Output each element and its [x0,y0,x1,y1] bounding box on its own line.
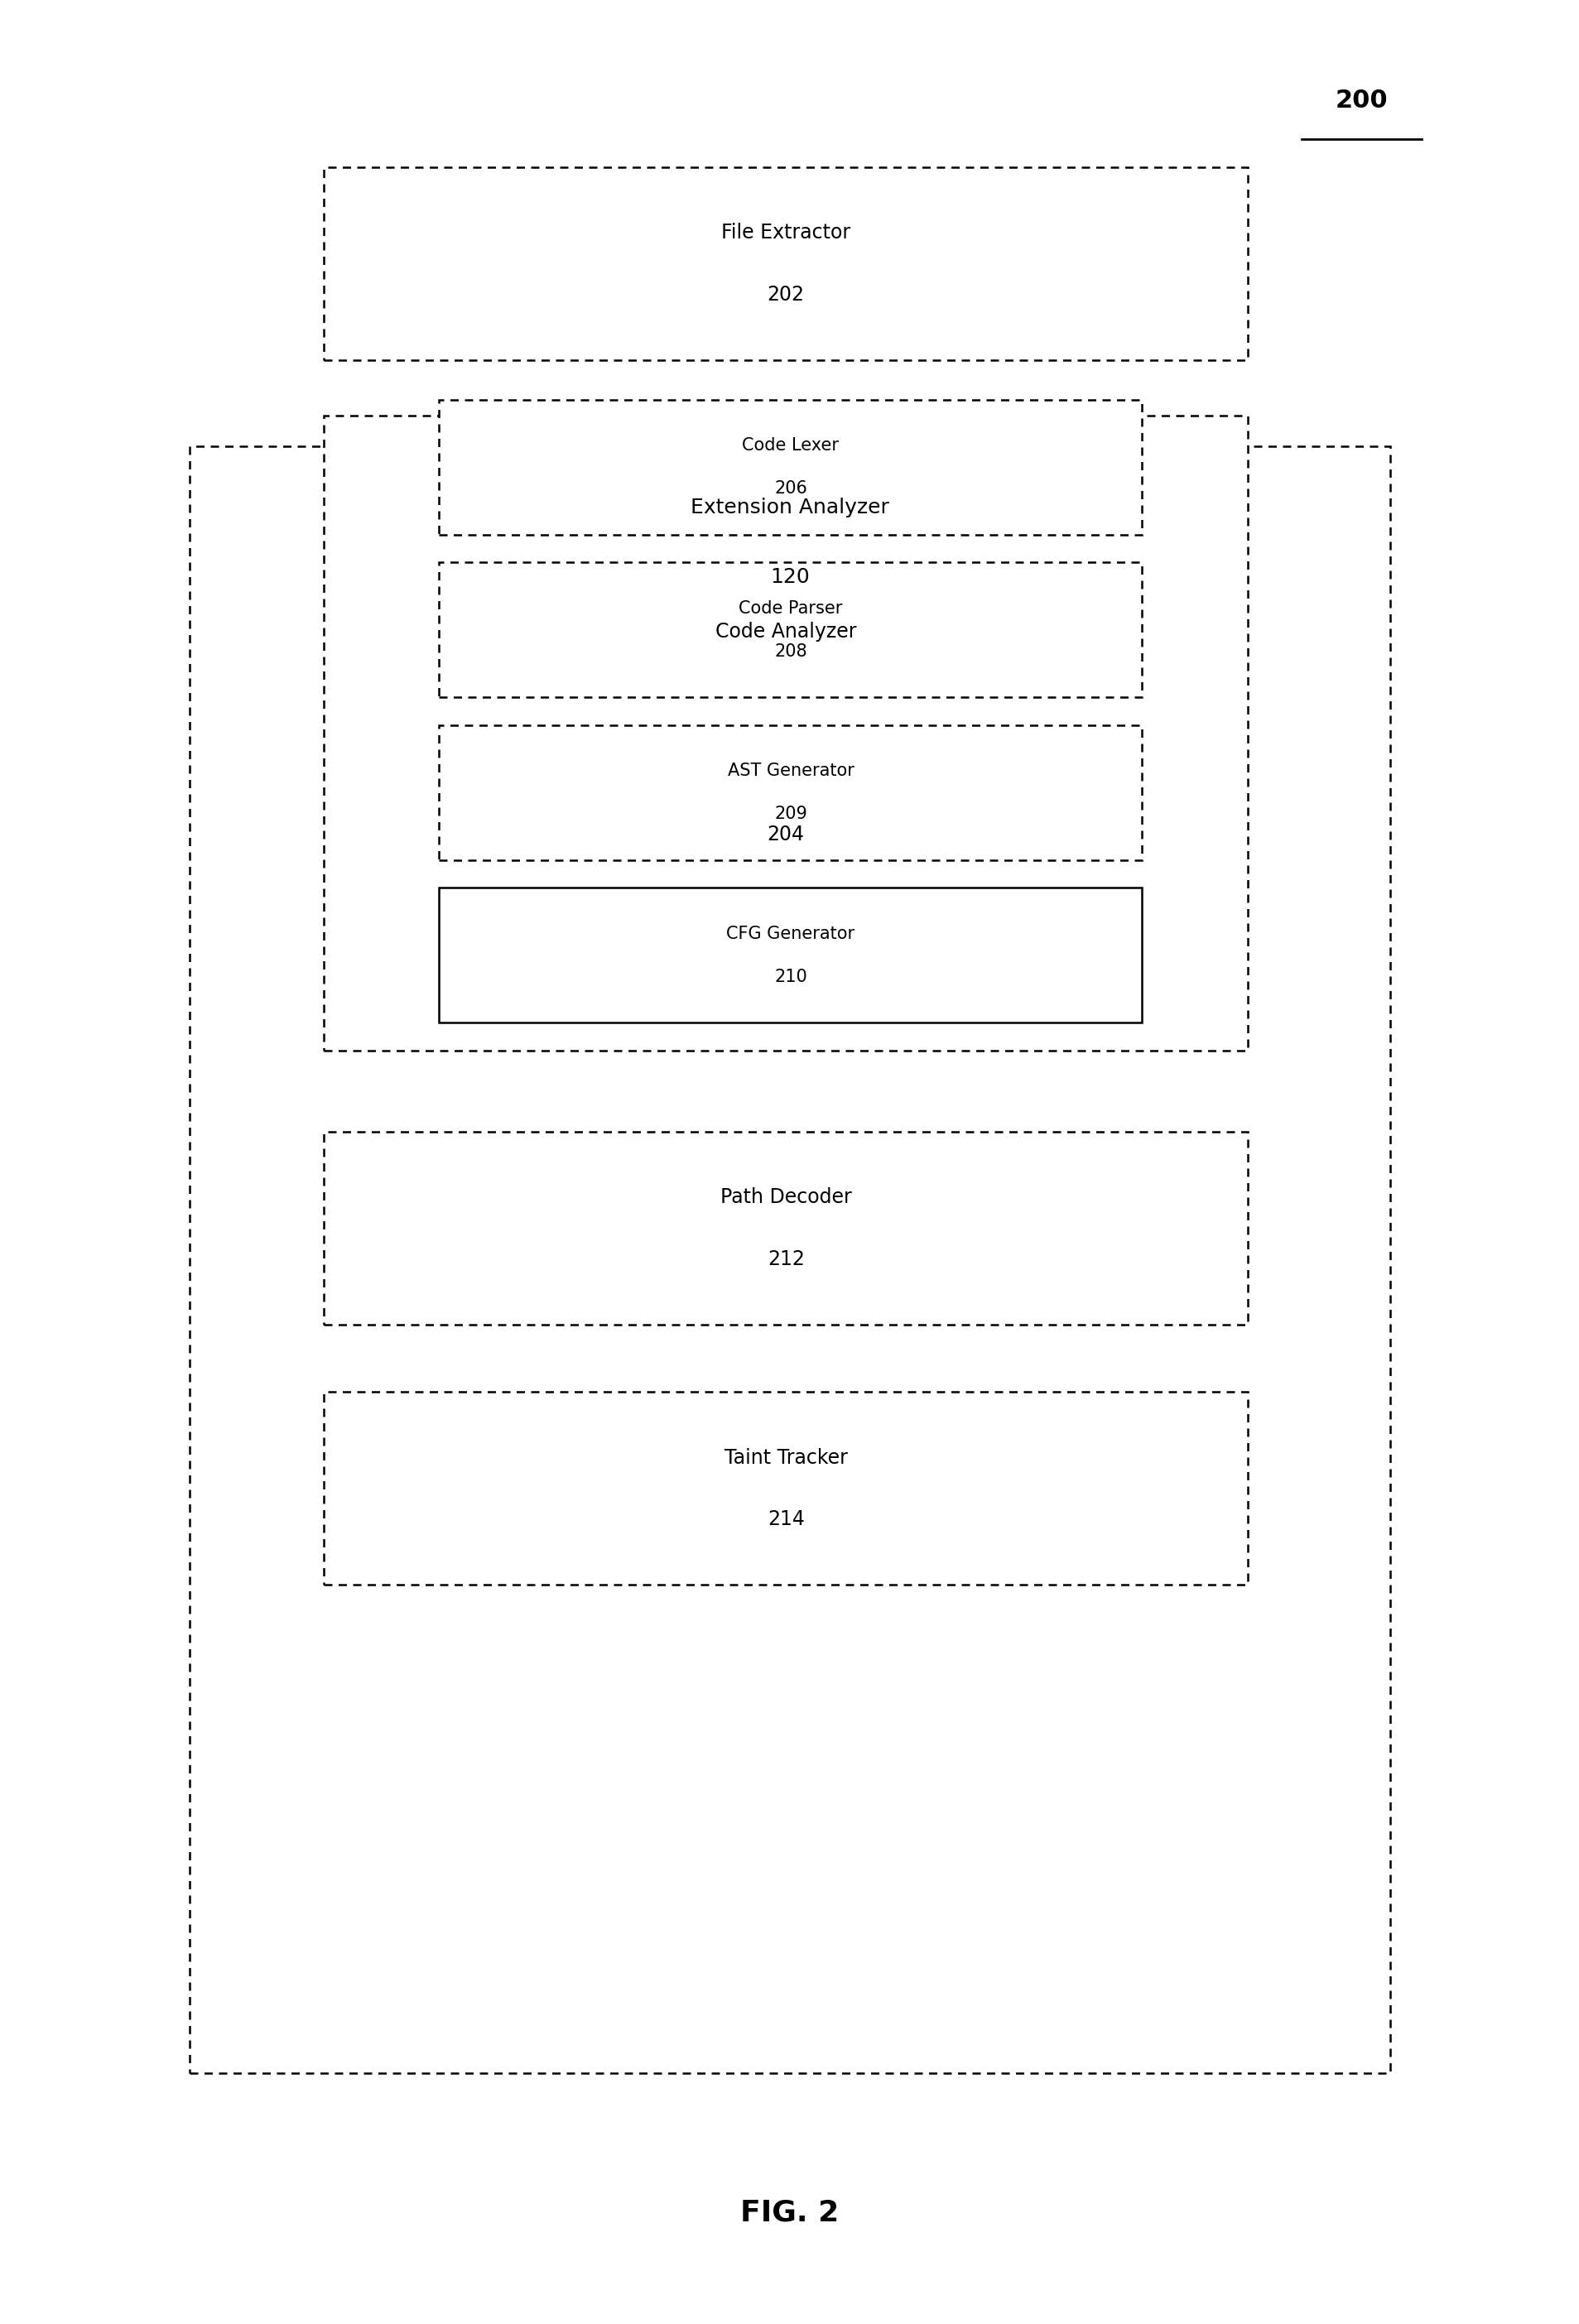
Text: Code Lexer: Code Lexer [742,437,838,453]
FancyBboxPatch shape [439,562,1142,697]
FancyBboxPatch shape [324,1132,1247,1325]
Text: 210: 210 [774,969,807,985]
FancyBboxPatch shape [324,1392,1247,1585]
FancyBboxPatch shape [324,167,1247,360]
Text: 206: 206 [774,481,807,497]
Text: 200: 200 [1334,88,1388,112]
Text: 204: 204 [767,825,804,844]
Text: 209: 209 [774,806,807,823]
Text: Taint Tracker: Taint Tracker [723,1448,848,1466]
FancyBboxPatch shape [324,416,1247,1050]
Text: 202: 202 [767,286,804,304]
Text: 208: 208 [774,644,807,660]
Text: File Extractor: File Extractor [722,223,850,242]
Text: 214: 214 [767,1511,804,1529]
Text: Path Decoder: Path Decoder [720,1188,851,1206]
Text: CFG Generator: CFG Generator [726,925,854,941]
FancyBboxPatch shape [189,446,1390,2073]
Text: FIG. 2: FIG. 2 [741,2199,838,2226]
Text: 120: 120 [769,567,810,588]
FancyBboxPatch shape [439,725,1142,860]
Text: Code Parser: Code Parser [739,600,842,616]
FancyBboxPatch shape [439,400,1142,535]
Text: AST Generator: AST Generator [726,762,854,779]
Text: Extension Analyzer: Extension Analyzer [690,497,889,518]
Text: 212: 212 [767,1250,804,1269]
FancyBboxPatch shape [439,888,1142,1023]
Text: Code Analyzer: Code Analyzer [715,623,856,641]
